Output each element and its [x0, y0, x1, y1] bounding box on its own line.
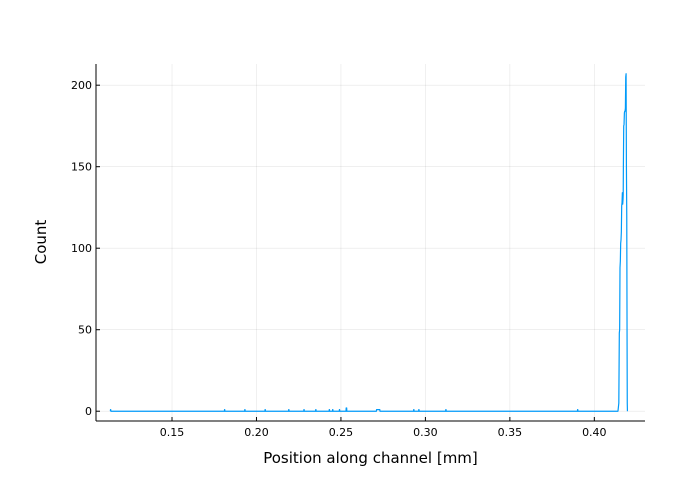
y-tick-label: 150: [71, 161, 92, 174]
series-group: [109, 73, 629, 412]
axes: [95, 64, 645, 422]
x-tick-label: 0.20: [244, 426, 269, 439]
x-tick-label: 0.30: [413, 426, 438, 439]
y-ticks: 0 50 100 150 200: [71, 79, 100, 418]
series-line: [109, 73, 629, 412]
y-axis-label: Count: [32, 220, 50, 265]
y-tick-label: 0: [85, 405, 92, 418]
y-tick-label: 200: [71, 79, 92, 92]
grid-lines: [96, 64, 645, 421]
x-tick-label: 0.25: [329, 426, 354, 439]
y-tick-label: 50: [78, 324, 92, 337]
x-axis-label: Position along channel [mm]: [263, 449, 478, 467]
x-tick-label: 0.15: [160, 426, 185, 439]
x-ticks: 0.15 0.20 0.25 0.30 0.35 0.40: [160, 417, 607, 439]
x-tick-label: 0.40: [582, 426, 607, 439]
x-tick-label: 0.35: [498, 426, 523, 439]
y-tick-label: 100: [71, 242, 92, 255]
